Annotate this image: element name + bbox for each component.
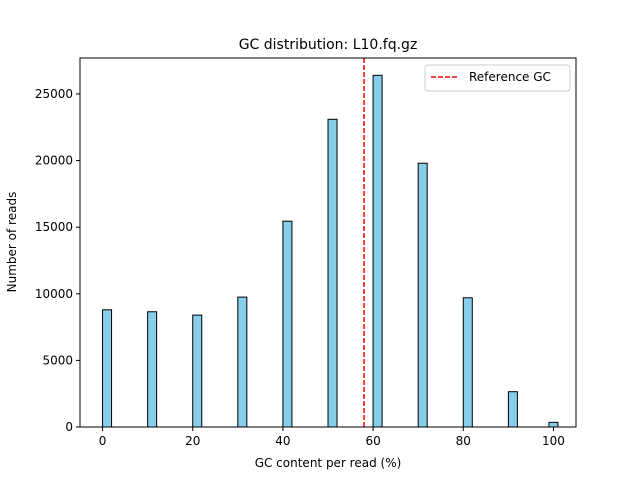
y-tick-label-3: 15000 (35, 220, 73, 234)
y-tick-label-1: 5000 (42, 353, 73, 367)
bar-0 (102, 309, 113, 428)
y-axis-ticks: 0 5000 10000 15000 20000 25000 (35, 87, 80, 434)
x-tick-label-1: 20 (185, 434, 200, 448)
x-tick-label-4: 80 (456, 434, 471, 448)
bar-4 (282, 220, 293, 428)
bar-1 (147, 311, 158, 428)
bar-5 (327, 118, 338, 428)
bar-3 (237, 296, 248, 428)
x-tick-label-2: 40 (275, 434, 290, 448)
plot-frame (79, 57, 577, 428)
bar-8 (462, 297, 473, 428)
legend-box (424, 64, 571, 92)
bar-7 (417, 162, 428, 428)
bar-10 (548, 421, 559, 428)
x-axis-label: GC content per read (%) (255, 456, 402, 470)
bar-9 (507, 391, 518, 428)
x-tick-label-5: 100 (542, 434, 565, 448)
y-tick-label-5: 25000 (35, 87, 73, 101)
x-axis-ticks: 0 20 40 60 80 100 (99, 427, 565, 448)
legend-reference-label: Reference GC (469, 70, 551, 84)
bar-2 (192, 314, 203, 428)
y-axis-label: Number of reads (5, 192, 19, 293)
x-tick-label-3: 60 (365, 434, 380, 448)
y-tick-label-2: 10000 (35, 287, 73, 301)
legend: Reference GC (424, 64, 571, 92)
chart-title: GC distribution: L10.fq.gz (239, 37, 418, 53)
bar-6 (372, 74, 383, 428)
y-tick-label-0: 0 (65, 420, 73, 434)
x-tick-label-0: 0 (99, 434, 107, 448)
y-tick-label-4: 20000 (35, 154, 73, 168)
